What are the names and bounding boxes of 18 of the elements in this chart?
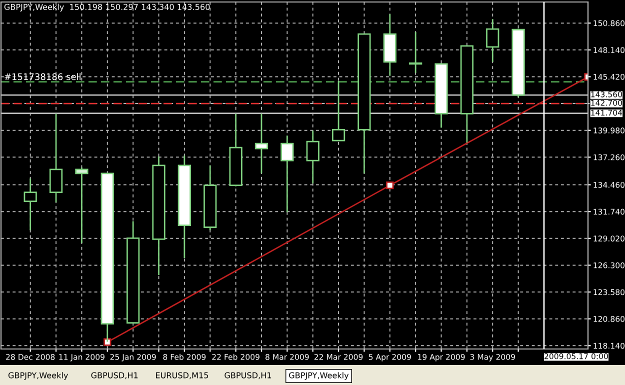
- candlestick: [332, 80, 346, 142]
- point: [104, 338, 112, 346]
- point: [386, 182, 394, 190]
- ref-line-label: #151738186 sell: [4, 73, 80, 80]
- candlestick: [306, 130, 320, 184]
- text: EURUSD,M15: [156, 372, 208, 380]
- candlestick: [24, 178, 37, 231]
- candlestick: [75, 166, 88, 244]
- candlestick: [280, 134, 294, 213]
- text: GBPUSD,H1: [224, 372, 272, 380]
- chart-title: GBPJPY,Weekly 150.198 150.297 143.340 143.560: [4, 4, 210, 12]
- candlestick: [409, 31, 422, 74]
- candlestick: [49, 112, 63, 204]
- text: GBPJPY,Weekly: [8, 372, 68, 380]
- text: GBPUSD,H1: [91, 372, 138, 380]
- candlestick: [254, 112, 268, 174]
- candlestick: [486, 18, 500, 63]
- text: GBPJPY,Weekly: [289, 372, 349, 380]
